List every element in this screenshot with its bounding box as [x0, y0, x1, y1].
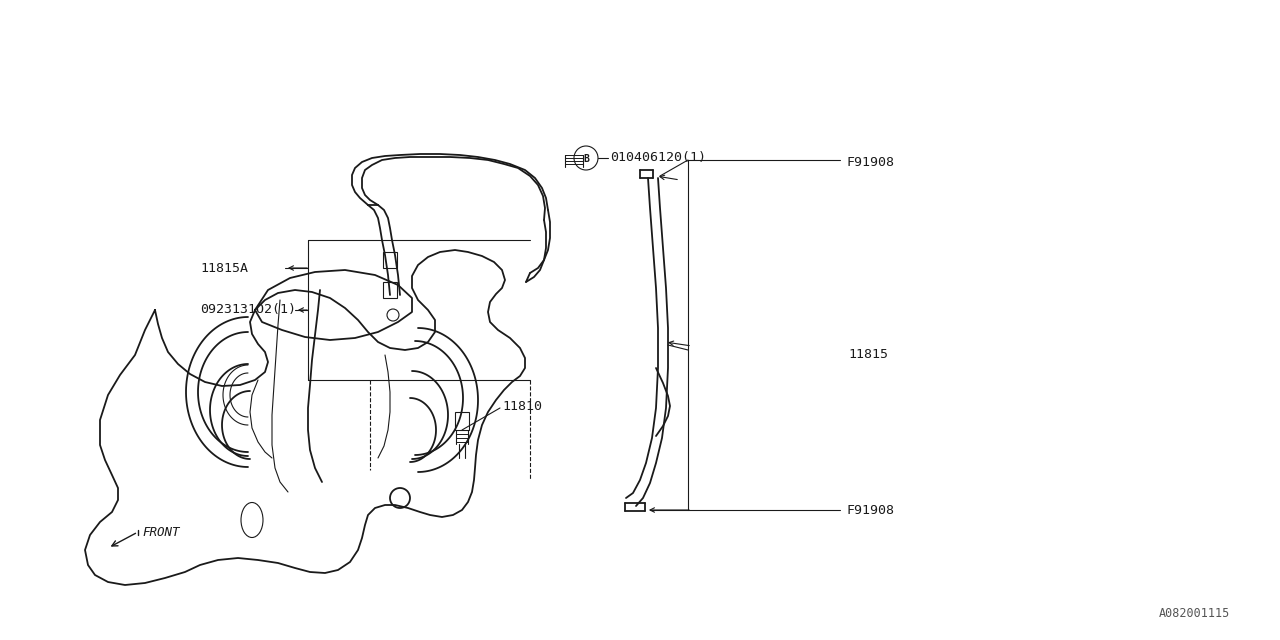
Text: 11815: 11815 — [849, 349, 888, 362]
Text: 11815A: 11815A — [200, 262, 248, 275]
Text: 0923131O2(1): 0923131O2(1) — [200, 303, 296, 317]
Text: B: B — [584, 154, 589, 164]
Text: FRONT: FRONT — [142, 525, 179, 538]
Bar — [454, 412, 468, 430]
Text: A082001115: A082001115 — [1158, 607, 1230, 620]
Text: 010406120(1): 010406120(1) — [611, 152, 707, 164]
Text: F91908: F91908 — [846, 156, 893, 168]
Text: 11810: 11810 — [502, 399, 541, 413]
Text: F91908: F91908 — [846, 504, 893, 516]
